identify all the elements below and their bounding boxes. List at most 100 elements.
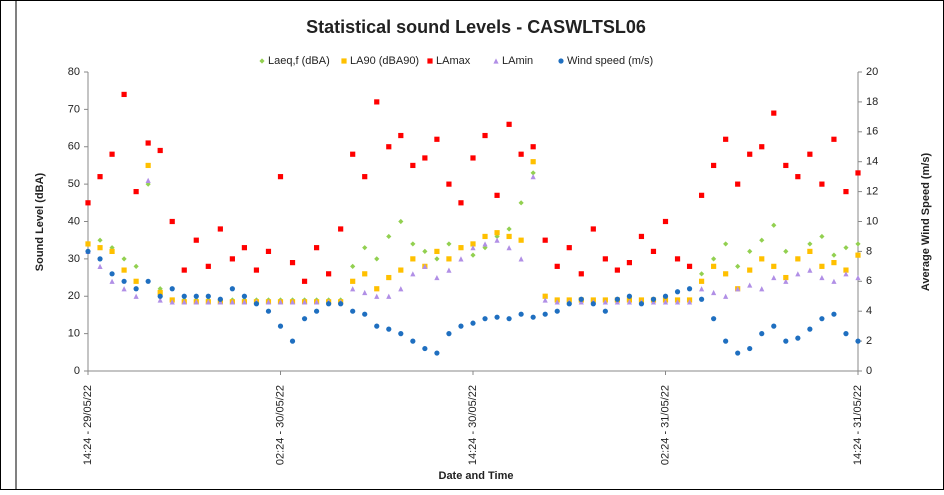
- data-point: [482, 233, 488, 240]
- data-point: [638, 301, 645, 307]
- data-point: [362, 174, 368, 180]
- data-point: [686, 299, 693, 305]
- data-point: [518, 151, 524, 157]
- data-point: [362, 245, 368, 251]
- y2-tick-label: 14: [866, 156, 878, 168]
- data-point: [759, 144, 765, 150]
- data-point: [698, 271, 705, 277]
- data-point: [422, 263, 428, 269]
- data-point: [747, 248, 753, 254]
- data-point: [759, 237, 765, 243]
- data-point: [759, 286, 765, 292]
- data-point: [350, 278, 356, 284]
- data-point: [313, 299, 320, 305]
- data-point: [301, 278, 308, 284]
- data-point: [181, 299, 187, 305]
- data-point: [398, 267, 404, 273]
- data-point: [133, 286, 139, 292]
- data-point: [771, 274, 777, 281]
- data-point: [326, 301, 332, 307]
- data-point: [277, 299, 284, 305]
- data-point: [807, 326, 813, 332]
- data-point: [855, 338, 861, 344]
- data-point: [229, 299, 235, 305]
- data-point: [735, 350, 741, 356]
- data-point: [614, 296, 620, 302]
- data-point: [362, 311, 368, 317]
- data-point: [313, 308, 320, 314]
- data-point: [398, 218, 404, 225]
- data-point: [698, 278, 705, 284]
- data-point: [97, 237, 103, 243]
- data-point: [145, 140, 151, 146]
- data-point: [422, 155, 428, 161]
- y-tick-label: 40: [68, 215, 80, 227]
- data-point: [626, 293, 633, 299]
- data-point: [771, 263, 777, 269]
- data-point: [482, 132, 488, 139]
- data-point: [265, 308, 272, 314]
- y2-tick-label: 16: [866, 126, 878, 138]
- y2-tick-label: 4: [866, 305, 872, 317]
- data-point: [494, 230, 500, 236]
- data-point: [554, 263, 560, 269]
- data-point: [723, 271, 729, 277]
- data-point: [771, 323, 777, 329]
- data-point: [326, 271, 332, 277]
- data-point: [350, 263, 356, 269]
- legend-label: LAmax: [436, 55, 471, 67]
- data-point: [602, 256, 608, 262]
- data-point: [831, 278, 837, 284]
- data-point: [181, 293, 187, 299]
- data-point: [205, 293, 211, 299]
- data-point: [807, 248, 813, 254]
- data-point: [578, 299, 584, 305]
- data-point: [229, 286, 235, 292]
- data-point: [494, 192, 500, 198]
- data-point: [807, 241, 813, 247]
- data-point: [530, 144, 536, 150]
- data-point: [289, 299, 296, 305]
- data-point: [458, 200, 464, 206]
- data-point: [470, 245, 476, 251]
- data-point: [747, 267, 753, 273]
- data-point: [410, 241, 416, 247]
- data-point: [650, 296, 657, 302]
- data-point: [470, 241, 476, 247]
- data-point: [759, 256, 765, 262]
- data-point: [542, 297, 548, 303]
- data-point: [434, 248, 440, 254]
- data-point: [506, 316, 512, 322]
- legend-marker: [341, 58, 347, 64]
- data-point: [506, 245, 512, 251]
- data-point: [662, 299, 669, 305]
- data-point: [470, 155, 476, 161]
- data-point: [783, 338, 789, 344]
- data-point: [795, 271, 801, 277]
- data-point: [831, 136, 837, 142]
- data-point: [783, 278, 789, 284]
- data-point: [374, 99, 380, 105]
- data-point: [350, 286, 356, 292]
- y2-tick-label: 0: [866, 365, 872, 377]
- x-axis-title: Date and Time: [439, 470, 514, 482]
- chart-title: Statistical sound Levels - CASWLTSL06: [306, 17, 646, 37]
- data-point: [542, 311, 548, 317]
- data-point: [422, 345, 428, 352]
- data-point: [410, 338, 416, 344]
- data-point: [747, 282, 753, 288]
- data-point: [145, 162, 151, 169]
- data-point: [434, 136, 440, 142]
- data-point: [265, 299, 272, 305]
- y2-tick-label: 12: [866, 186, 878, 198]
- data-point: [819, 263, 825, 269]
- data-point: [253, 301, 260, 307]
- data-point: [855, 241, 861, 247]
- data-point: [85, 241, 91, 247]
- data-point: [530, 314, 536, 320]
- data-point: [133, 293, 139, 299]
- data-point: [157, 293, 163, 299]
- data-point: [783, 274, 789, 281]
